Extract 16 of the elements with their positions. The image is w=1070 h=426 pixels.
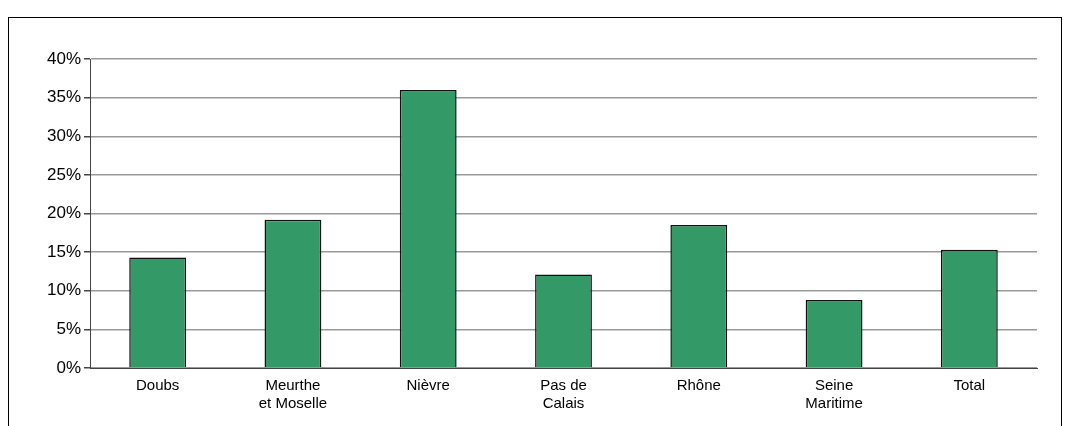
x-tick-label: Meurthe et Moselle (258, 376, 328, 412)
y-tick-label: 40% (46, 48, 81, 68)
x-tick-label: Nièvre (406, 376, 450, 394)
y-tick-label: 15% (46, 241, 81, 261)
y-tick-label: 10% (46, 280, 81, 300)
y-tick-label: 20% (46, 203, 81, 223)
y-tick-label: 5% (56, 319, 81, 339)
x-tick-label: Pas de Calais (540, 376, 587, 412)
x-tick-label: Rhône (676, 376, 721, 394)
y-tick-label: 25% (46, 164, 81, 184)
x-tick-label: Seine Maritime (805, 376, 863, 412)
x-tick-label: Total (953, 376, 986, 394)
y-tick-label: 0% (56, 357, 81, 377)
y-tick-label: 30% (46, 125, 81, 145)
y-tick-label: 35% (46, 87, 81, 107)
x-tick-label: Doubs (135, 376, 180, 394)
